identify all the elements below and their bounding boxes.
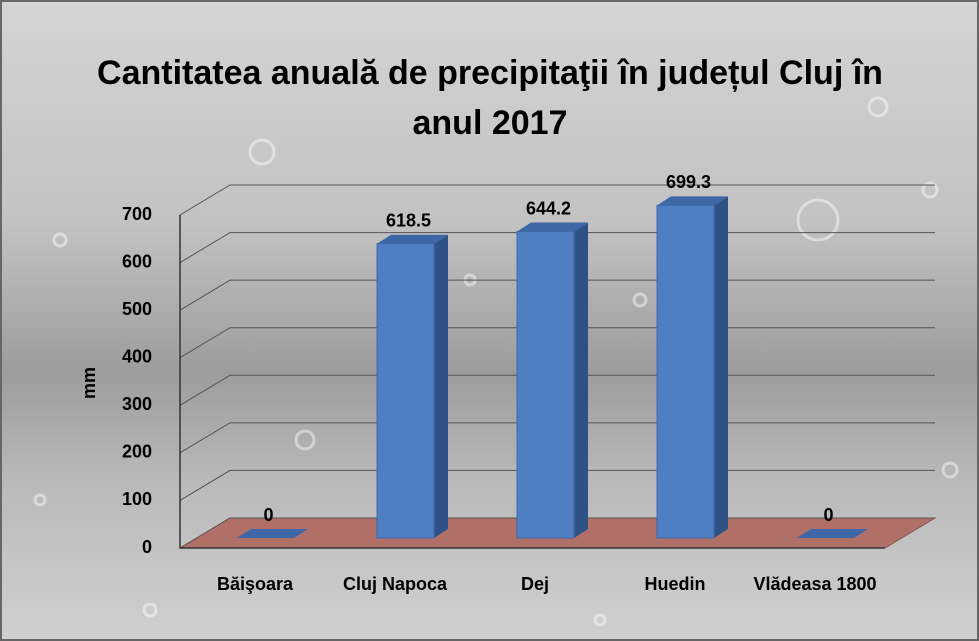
bar-top bbox=[377, 234, 448, 244]
y-tick-label: 200 bbox=[122, 442, 152, 462]
y-tick-label: 500 bbox=[122, 299, 152, 319]
bar-top bbox=[517, 222, 588, 232]
value-label: 0 bbox=[823, 505, 833, 525]
y-tick-label: 0 bbox=[142, 537, 152, 557]
y-tick-label: 400 bbox=[122, 346, 152, 366]
bar-top bbox=[657, 196, 728, 206]
bar-top bbox=[237, 529, 308, 538]
x-tick-label: Huedin bbox=[644, 574, 706, 594]
bar-top bbox=[797, 529, 868, 538]
value-label: 0 bbox=[263, 505, 273, 525]
y-tick-label: 300 bbox=[122, 394, 152, 414]
x-tick-label: Vlădeasa 1800 bbox=[753, 574, 877, 594]
y-tick-label: 600 bbox=[122, 251, 152, 271]
x-tick-label: Dej bbox=[520, 574, 549, 594]
grid-line bbox=[179, 184, 935, 216]
bar bbox=[516, 231, 575, 539]
x-tick-label: Băişoara bbox=[216, 574, 294, 594]
bar-side bbox=[434, 234, 448, 538]
bar bbox=[656, 204, 715, 539]
y-tick-label: 100 bbox=[122, 489, 152, 509]
bar-side bbox=[574, 222, 588, 538]
value-label: 699.3 bbox=[666, 172, 711, 192]
y-tick-label: 700 bbox=[122, 204, 152, 224]
x-tick-label: Cluj Napoca bbox=[342, 574, 448, 594]
chart-title: Cantitatea anuală de precipitaţii în jud… bbox=[97, 54, 883, 142]
bar-side bbox=[714, 196, 728, 538]
value-label: 644.2 bbox=[526, 198, 571, 218]
value-label: 618.5 bbox=[386, 211, 431, 231]
y-axis-label: mm bbox=[79, 367, 99, 399]
bar bbox=[376, 243, 435, 539]
